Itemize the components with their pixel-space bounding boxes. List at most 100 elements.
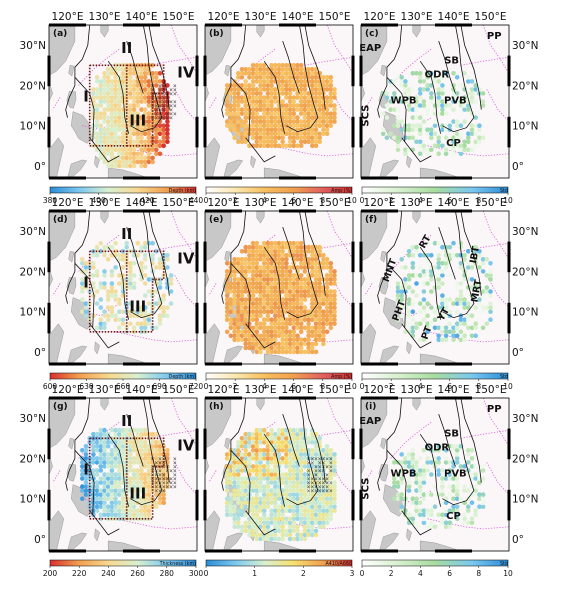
data-point [109, 87, 115, 92]
data-point [425, 240, 430, 246]
data-point [243, 436, 248, 441]
data-point [157, 127, 163, 132]
feature-line [52, 283, 61, 296]
data-point [332, 468, 337, 473]
data-point [466, 460, 471, 465]
data-point [150, 440, 155, 445]
data-point [243, 261, 248, 266]
data-point [247, 532, 252, 538]
data-point [243, 297, 248, 302]
data-point [454, 309, 460, 314]
data-point [454, 456, 460, 461]
data-point [473, 464, 478, 469]
data-point [436, 265, 441, 270]
data-point [425, 71, 430, 76]
data-point [287, 532, 293, 538]
data-point [139, 476, 144, 481]
data-point [280, 436, 285, 441]
data-point [287, 524, 293, 530]
no-data-cross: × [154, 112, 158, 118]
data-point [98, 139, 104, 145]
data-point [83, 313, 89, 318]
data-point [276, 536, 282, 542]
data-point [224, 103, 230, 108]
data-point [298, 249, 304, 254]
data-point [414, 512, 419, 518]
data-point [83, 456, 89, 461]
data-point [473, 325, 478, 331]
data-point [105, 476, 111, 481]
data-point [454, 452, 460, 457]
data-point [443, 333, 449, 339]
no-data-cross: × [173, 456, 177, 462]
data-point [261, 309, 267, 314]
data-point [280, 444, 285, 449]
data-point [429, 131, 434, 136]
data-point [462, 301, 467, 306]
data-point [276, 71, 282, 76]
data-point [451, 147, 456, 153]
data-point [254, 305, 260, 310]
data-point [273, 143, 278, 149]
data-point [295, 135, 300, 140]
data-point [429, 95, 434, 100]
data-point [302, 269, 308, 274]
data-point [403, 468, 408, 473]
data-point [269, 240, 274, 246]
data-point [142, 139, 148, 145]
data-point [332, 472, 337, 477]
data-point [83, 452, 89, 457]
data-point [243, 79, 248, 84]
data-point [261, 119, 267, 124]
data-point [165, 131, 170, 136]
data-point [324, 496, 330, 501]
data-point [142, 123, 148, 128]
data-point [284, 496, 289, 501]
lat-tick-label-left: 0° [34, 161, 46, 173]
data-point [146, 508, 152, 513]
data-point [135, 309, 141, 314]
data-point [469, 448, 475, 453]
colorbar-gradient [49, 559, 197, 567]
land-shape [49, 137, 65, 178]
data-point [247, 444, 252, 449]
data-point [480, 464, 486, 469]
data-point [321, 111, 326, 116]
no-data-cross: × [162, 473, 166, 479]
data-point [269, 492, 274, 497]
data-point [157, 464, 163, 469]
data-point [131, 119, 137, 124]
data-point [273, 277, 278, 282]
colorbar-title: Std [500, 561, 508, 567]
data-point [236, 71, 241, 76]
data-point [243, 476, 248, 481]
data-point [284, 329, 289, 335]
region-label: II [121, 39, 132, 57]
data-point [94, 472, 100, 477]
data-point [317, 95, 322, 100]
data-point [306, 321, 311, 326]
land-shape [205, 137, 221, 178]
data-point [414, 107, 419, 112]
data-point [280, 317, 285, 322]
data-point [273, 115, 278, 120]
no-data-cross: × [310, 485, 314, 491]
data-point [161, 139, 166, 145]
data-point [258, 91, 263, 96]
data-point [284, 265, 289, 270]
data-point [291, 431, 297, 437]
data-point [154, 452, 159, 457]
data-point [436, 460, 441, 465]
data-point [83, 444, 89, 449]
lon-tick-label: 130°E [401, 384, 433, 396]
data-point [291, 83, 297, 88]
colorbar-tick-label: 2 [389, 569, 394, 578]
data-point [313, 91, 319, 96]
data-point [80, 281, 85, 286]
plate-boundary [130, 25, 163, 133]
data-point [429, 289, 434, 294]
data-point [436, 87, 441, 92]
data-point [291, 135, 297, 140]
lon-tick-label: 150°E [319, 197, 351, 209]
